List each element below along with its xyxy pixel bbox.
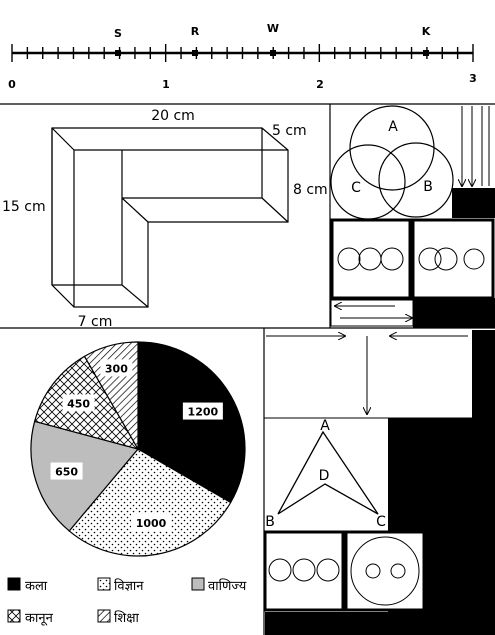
solid-outline: [51, 127, 289, 308]
pie-label-bg-1: [131, 513, 172, 531]
circles-box-nested: [344, 530, 426, 612]
point-r-marker: [192, 50, 198, 56]
point-k-marker: [423, 50, 429, 56]
box2-circle-3: [463, 248, 485, 270]
pie-slice-2: [30, 420, 140, 532]
concave-triangle: [277, 430, 379, 515]
triangle-label-d: D: [319, 468, 330, 484]
venn-circle-b: [378, 142, 454, 218]
box3-circle-1: [268, 558, 292, 582]
black-block-bottom-right: [413, 298, 495, 328]
point-label-r: R: [191, 25, 200, 38]
triangle-label-b: B: [265, 514, 275, 530]
box4-big-circle: [350, 536, 420, 606]
circles-box-left: [330, 218, 412, 300]
box2-circle-2: [434, 247, 458, 271]
pie-value-label-0: 1200: [188, 406, 219, 419]
triangle-panel: A D B C: [265, 418, 495, 635]
circles-box-three: [263, 530, 345, 612]
point-s-marker: [115, 50, 121, 56]
pie-chart: 1200 1000 650 450 300: [30, 341, 246, 557]
black-strip-right: [472, 330, 495, 418]
legend-swatch-vanijya: [191, 577, 205, 591]
point-label-k: K: [422, 25, 431, 38]
pie-label-bg-3: [62, 394, 95, 412]
dim-label-8cm: 8 cm: [293, 182, 328, 198]
solid-edges: [51, 127, 289, 308]
black-block-right: [452, 188, 495, 218]
bottom-circles-panel: [263, 530, 495, 635]
pie-slice-1: [68, 448, 232, 557]
pie-value-label-2: 650: [55, 466, 78, 479]
venn-panel: A C B: [330, 105, 495, 328]
point-label-w: W: [267, 22, 279, 35]
box3-circle-3: [316, 558, 340, 582]
black-block-bottom: [265, 612, 495, 635]
pie-label-bg-0: [182, 402, 223, 420]
legend-swatch-kala: [7, 577, 21, 591]
tick-label-1: 1: [162, 78, 170, 91]
box2-circle-1: [418, 247, 442, 271]
dim-label-20cm: 20 cm: [151, 108, 195, 124]
legend-swatch-kanoon: [7, 609, 21, 623]
l-shaped-solid: 20 cm 5 cm 8 cm 15 cm 7 cm: [2, 108, 328, 330]
point-label-s: S: [114, 27, 122, 40]
arrow-box: [330, 299, 414, 327]
dim-label-15cm: 15 cm: [2, 199, 46, 215]
pie-slice-0: [137, 341, 246, 504]
pie-label-bg-2: [50, 462, 83, 480]
box1-circle-1: [337, 247, 361, 271]
dim-label-5cm: 5 cm: [272, 123, 307, 139]
legend-label-vigyan: विज्ञान: [114, 578, 144, 594]
box3-circle-2: [292, 558, 316, 582]
point-w-marker: [270, 50, 276, 56]
legend-label-kala: कला: [25, 579, 48, 594]
number-line: 0 1 2 3 S R W K: [8, 22, 477, 91]
tick-label-3: 3: [469, 72, 477, 85]
legend-label-vanijya: वाणिज्य: [208, 578, 247, 594]
circles-box-right: [411, 218, 495, 300]
legend-label-shiksha: शिक्षा: [114, 610, 140, 626]
triangle-label-c: C: [376, 514, 386, 530]
arrows-panel: [264, 330, 495, 419]
legend-swatch-vigyan: [97, 577, 111, 591]
box4-small-circle-2: [390, 563, 406, 579]
legend-label-kanoon: कानून: [25, 611, 54, 626]
venn-label-c: C: [351, 180, 361, 196]
venn-label-b: B: [423, 179, 433, 195]
venn-label-a: A: [388, 119, 398, 135]
pie-label-bg-4: [100, 359, 133, 377]
dim-label-7cm: 7 cm: [78, 314, 113, 330]
pie-value-label-1: 1000: [136, 517, 167, 530]
pie-value-label-3: 450: [67, 397, 90, 410]
tick-label-0: 0: [8, 78, 16, 91]
triangle-label-a: A: [320, 418, 330, 434]
tick-label-2: 2: [316, 78, 324, 91]
legend-swatch-shiksha: [97, 609, 111, 623]
box1-circle-3: [380, 247, 404, 271]
pie-legend: कला विज्ञान वाणिज्य कानून शिक्षा: [7, 577, 247, 626]
pie-value-label-4: 300: [105, 362, 128, 375]
box4-small-circle-1: [365, 563, 381, 579]
